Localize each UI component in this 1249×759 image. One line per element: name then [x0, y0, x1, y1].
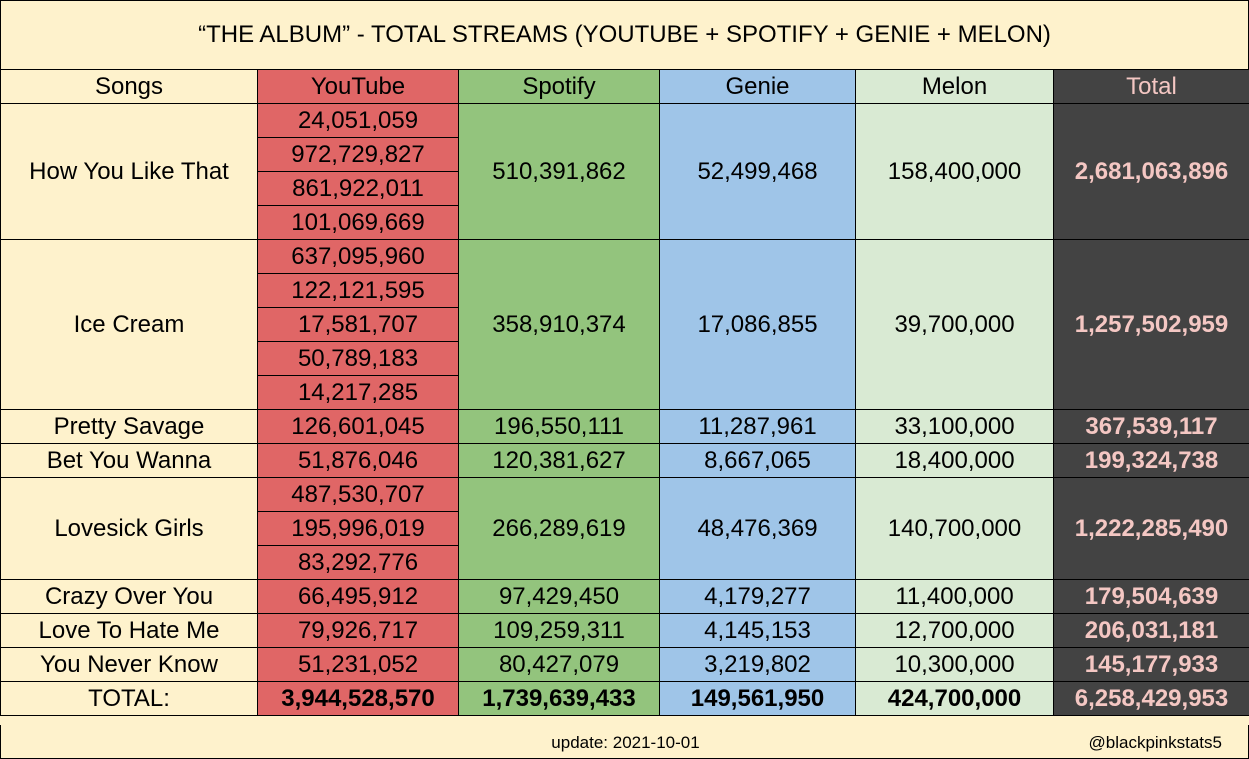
spotify-value: 358,910,374 [458, 239, 660, 410]
youtube-value: 14,217,285 [257, 375, 459, 410]
total-value: 145,177,933 [1053, 647, 1249, 682]
song-name: Love To Hate Me [0, 613, 258, 648]
youtube-value: 101,069,669 [257, 205, 459, 240]
melon-value: 33,100,000 [855, 409, 1054, 444]
table-row: 83,292,776 [1, 545, 1249, 580]
spotify-total: 1,739,639,433 [458, 681, 660, 716]
melon-value: 12,700,000 [855, 613, 1054, 648]
melon-value: 39,700,000 [855, 239, 1054, 410]
youtube-value: 24,051,059 [257, 103, 459, 138]
song-name: Lovesick Girls [0, 477, 258, 580]
table-body: How You Like That 24,051,059 510,391,862 52… [0, 103, 1249, 716]
youtube-value: 83,292,776 [257, 545, 459, 580]
chart-title: “THE ALBUM” - TOTAL STREAMS (YOUTUBE + S… [0, 0, 1249, 69]
table-row: Lovesick Girls 487,530,707 266,289,619 48,4… [0, 477, 1249, 580]
total-value: 1,257,502,959 [1053, 239, 1249, 410]
youtube-value: 122,121,595 [257, 273, 459, 308]
spotify-value: 109,259,311 [458, 613, 660, 648]
song-name: How You Like That [0, 103, 258, 240]
table-row: 195,996,019 [1, 511, 1249, 546]
header-genie: Genie [659, 69, 856, 104]
youtube-value: 50,789,183 [257, 341, 459, 376]
totals-label: TOTAL: [0, 681, 258, 716]
youtube-value: 66,495,912 [257, 579, 459, 614]
song-name: Bet You Wanna [0, 443, 258, 478]
grand-total: 6,258,429,953 [1053, 681, 1249, 716]
melon-value: 11,400,000 [855, 579, 1054, 614]
youtube-value: 79,926,717 [257, 613, 459, 648]
table-row: 972,729,827 [1, 137, 1249, 172]
youtube-value: 195,996,019 [257, 511, 459, 546]
total-value: 367,539,117 [1053, 409, 1249, 444]
melon-value: 10,300,000 [855, 647, 1054, 682]
genie-value: 3,219,802 [659, 647, 856, 682]
table-row: Pretty Savage 126,601,045 196,550,111 11,28… [0, 409, 1249, 444]
song-name: You Never Know [0, 647, 258, 682]
song-name: Crazy Over You [0, 579, 258, 614]
spotify-value: 266,289,619 [458, 477, 660, 580]
song-name: Pretty Savage [0, 409, 258, 444]
youtube-total: 3,944,528,570 [257, 681, 459, 716]
header-songs: Songs [0, 69, 258, 104]
genie-value: 8,667,065 [659, 443, 856, 478]
footer: update: 2021-10-01 @blackpinkstats5 [0, 725, 1249, 759]
header-youtube: YouTube [257, 69, 459, 104]
streams-table: Songs YouTube Spotify Genie Melon Total … [0, 69, 1249, 716]
spotify-value: 196,550,111 [458, 409, 660, 444]
youtube-value: 487,530,707 [257, 477, 459, 512]
melon-value: 140,700,000 [855, 477, 1054, 580]
song-name: Ice Cream [0, 239, 258, 410]
table-row: Ice Cream 637,095,960 358,910,374 17,086,85… [0, 239, 1249, 410]
table-row: 122,121,595 [1, 273, 1249, 308]
genie-value: 4,179,277 [659, 579, 856, 614]
genie-value: 17,086,855 [659, 239, 856, 410]
total-value: 1,222,285,490 [1053, 477, 1249, 580]
table-row: 50,789,183 [1, 341, 1249, 376]
table-row: How You Like That 24,051,059 510,391,862 52… [0, 103, 1249, 240]
totals-row: TOTAL: 3,944,528,570 1,739,639,433 149,561,… [0, 681, 1249, 716]
genie-total: 149,561,950 [659, 681, 856, 716]
table-row: You Never Know 51,231,052 80,427,079 3,219,… [0, 647, 1249, 682]
total-value: 206,031,181 [1053, 613, 1249, 648]
header-spotify: Spotify [458, 69, 660, 104]
youtube-value: 51,231,052 [257, 647, 459, 682]
spotify-value: 510,391,862 [458, 103, 660, 240]
table-row: 17,581,707 [1, 307, 1249, 342]
table-row: Bet You Wanna 51,876,046 120,381,627 8,667,… [0, 443, 1249, 478]
youtube-value: 17,581,707 [257, 307, 459, 342]
table-row: Love To Hate Me 79,926,717 109,259,311 4,14… [0, 613, 1249, 648]
spotify-value: 97,429,450 [458, 579, 660, 614]
youtube-value: 637,095,960 [257, 239, 459, 274]
genie-value: 52,499,468 [659, 103, 856, 240]
melon-value: 158,400,000 [855, 103, 1054, 240]
total-value: 199,324,738 [1053, 443, 1249, 478]
melon-total: 424,700,000 [855, 681, 1054, 716]
update-date: update: 2021-10-01 [551, 733, 700, 752]
total-value: 2,681,063,896 [1053, 103, 1249, 240]
spotify-value: 120,381,627 [458, 443, 660, 478]
youtube-value: 972,729,827 [257, 137, 459, 172]
genie-value: 4,145,153 [659, 613, 856, 648]
author-handle: @blackpinkstats5 [1088, 733, 1223, 752]
genie-value: 11,287,961 [659, 409, 856, 444]
genie-value: 48,476,369 [659, 477, 856, 580]
header-total: Total [1053, 69, 1249, 104]
spotify-value: 80,427,079 [458, 647, 660, 682]
header-row: Songs YouTube Spotify Genie Melon Total [0, 69, 1249, 104]
table-row: 861,922,011 [1, 171, 1249, 206]
youtube-value: 861,922,011 [257, 171, 459, 206]
total-value: 179,504,639 [1053, 579, 1249, 614]
table-row: Crazy Over You 66,495,912 97,429,450 4,179,… [0, 579, 1249, 614]
header-melon: Melon [855, 69, 1054, 104]
youtube-value: 51,876,046 [257, 443, 459, 478]
table-row: 14,217,285 [1, 375, 1249, 410]
melon-value: 18,400,000 [855, 443, 1054, 478]
youtube-value: 126,601,045 [257, 409, 459, 444]
